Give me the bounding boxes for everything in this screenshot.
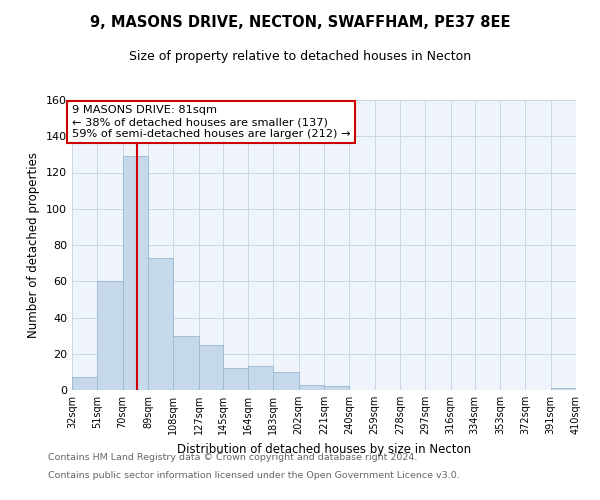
Text: 9 MASONS DRIVE: 81sqm
← 38% of detached houses are smaller (137)
59% of semi-det: 9 MASONS DRIVE: 81sqm ← 38% of detached … xyxy=(72,106,350,138)
Bar xyxy=(199,344,223,390)
X-axis label: Distribution of detached houses by size in Necton: Distribution of detached houses by size … xyxy=(177,442,471,456)
Bar xyxy=(72,378,97,390)
Bar xyxy=(148,258,173,390)
Bar xyxy=(122,156,148,390)
Bar xyxy=(299,384,324,390)
Y-axis label: Number of detached properties: Number of detached properties xyxy=(28,152,40,338)
Text: Contains HM Land Registry data © Crown copyright and database right 2024.: Contains HM Land Registry data © Crown c… xyxy=(48,454,418,462)
Bar xyxy=(274,372,299,390)
Bar xyxy=(248,366,274,390)
Bar xyxy=(173,336,199,390)
Bar xyxy=(551,388,576,390)
Bar xyxy=(97,281,122,390)
Bar xyxy=(223,368,248,390)
Text: Size of property relative to detached houses in Necton: Size of property relative to detached ho… xyxy=(129,50,471,63)
Text: Contains public sector information licensed under the Open Government Licence v3: Contains public sector information licen… xyxy=(48,471,460,480)
Text: 9, MASONS DRIVE, NECTON, SWAFFHAM, PE37 8EE: 9, MASONS DRIVE, NECTON, SWAFFHAM, PE37 … xyxy=(90,15,510,30)
Bar xyxy=(324,386,349,390)
